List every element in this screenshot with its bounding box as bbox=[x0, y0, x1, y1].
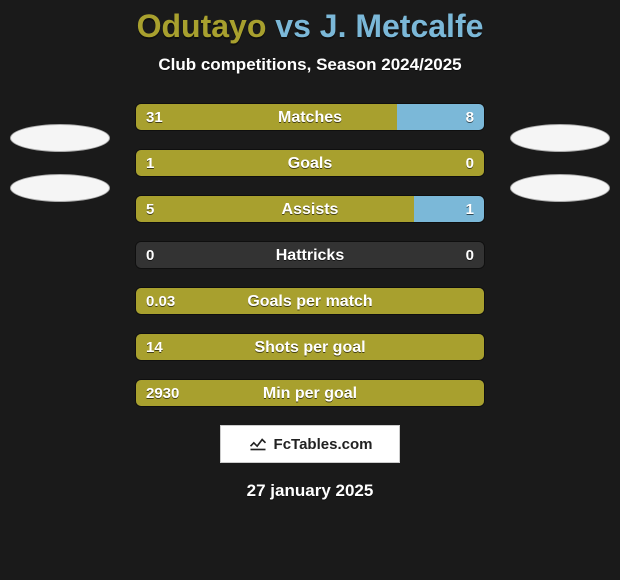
stat-label: Shots per goal bbox=[136, 334, 484, 361]
crest-placeholder bbox=[10, 124, 110, 152]
stat-label: Matches bbox=[136, 104, 484, 131]
stat-row: 10Goals bbox=[135, 149, 485, 177]
date-text: 27 january 2025 bbox=[0, 481, 620, 501]
crest-placeholder bbox=[510, 174, 610, 202]
page-title: Odutayo vs J. Metcalfe bbox=[0, 8, 620, 45]
stat-row: 51Assists bbox=[135, 195, 485, 223]
comparison-container: Odutayo vs J. Metcalfe Club competitions… bbox=[0, 0, 620, 580]
stat-label: Goals bbox=[136, 150, 484, 177]
chart-icon bbox=[248, 432, 268, 456]
stat-row: 14Shots per goal bbox=[135, 333, 485, 361]
stat-label: Goals per match bbox=[136, 288, 484, 315]
player1-name: Odutayo bbox=[137, 8, 267, 44]
stats-rows: 318Matches 10Goals 51Assists 00Hattricks 0.0… bbox=[135, 103, 485, 407]
crest-placeholder bbox=[510, 124, 610, 152]
subtitle: Club competitions, Season 2024/2025 bbox=[0, 55, 620, 75]
vs-text: vs bbox=[275, 8, 311, 44]
watermark-text: FcTables.com bbox=[274, 436, 373, 453]
stat-label: Min per goal bbox=[136, 380, 484, 407]
stat-row: 0.03Goals per match bbox=[135, 287, 485, 315]
crest-placeholder bbox=[10, 174, 110, 202]
stat-label: Hattricks bbox=[136, 242, 484, 269]
watermark: FcTables.com bbox=[220, 425, 400, 463]
stat-row: 2930Min per goal bbox=[135, 379, 485, 407]
player2-name: J. Metcalfe bbox=[320, 8, 484, 44]
stat-row: 318Matches bbox=[135, 103, 485, 131]
stat-row: 00Hattricks bbox=[135, 241, 485, 269]
stat-label: Assists bbox=[136, 196, 484, 223]
